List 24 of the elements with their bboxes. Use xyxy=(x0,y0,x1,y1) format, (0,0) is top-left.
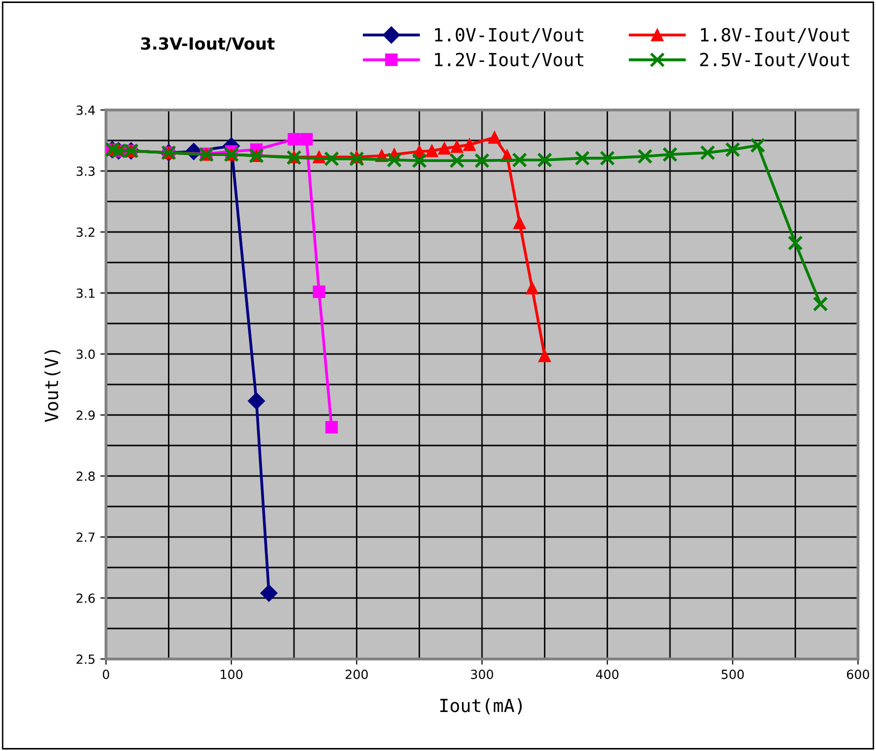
y-tick-label: 2.8 xyxy=(76,471,95,481)
y-tick-label: 2.7 xyxy=(76,532,95,542)
legend-label: 1.0V-Iout/Vout xyxy=(435,28,584,44)
x-tick-label: 600 xyxy=(846,670,870,680)
legend-label: 1.2V-Iout/Vout xyxy=(435,52,584,68)
x-tick-label: 200 xyxy=(346,670,368,680)
legend-label: 1.8V-Iout/Vout xyxy=(700,28,850,44)
x-tick-label: 500 xyxy=(722,670,744,680)
x-tick-label: 400 xyxy=(596,670,618,680)
y-tick-label: 3.3 xyxy=(76,166,95,176)
chart-title: 3.3V-Iout/Vout xyxy=(141,37,275,52)
y-tick-label: 2.6 xyxy=(76,593,95,603)
x-tick-label: 100 xyxy=(220,670,242,680)
y-tick-label: 2.5 xyxy=(76,654,94,664)
y-tick-label: 3.2 xyxy=(76,227,94,237)
y-tick-label: 3.1 xyxy=(76,288,94,298)
y-tick-label: 2.9 xyxy=(76,410,95,420)
y-tick-label: 3.4 xyxy=(76,105,95,115)
y-axis-title: Vout(V) xyxy=(44,350,60,422)
x-tick-label: 300 xyxy=(471,670,494,680)
legend-label: 2.5V-Iout/Vout xyxy=(700,52,850,68)
x-tick-label: 0 xyxy=(102,670,110,680)
y-tick-label: 3.0 xyxy=(76,349,95,359)
x-axis-title: Iout(mA) xyxy=(440,698,522,714)
